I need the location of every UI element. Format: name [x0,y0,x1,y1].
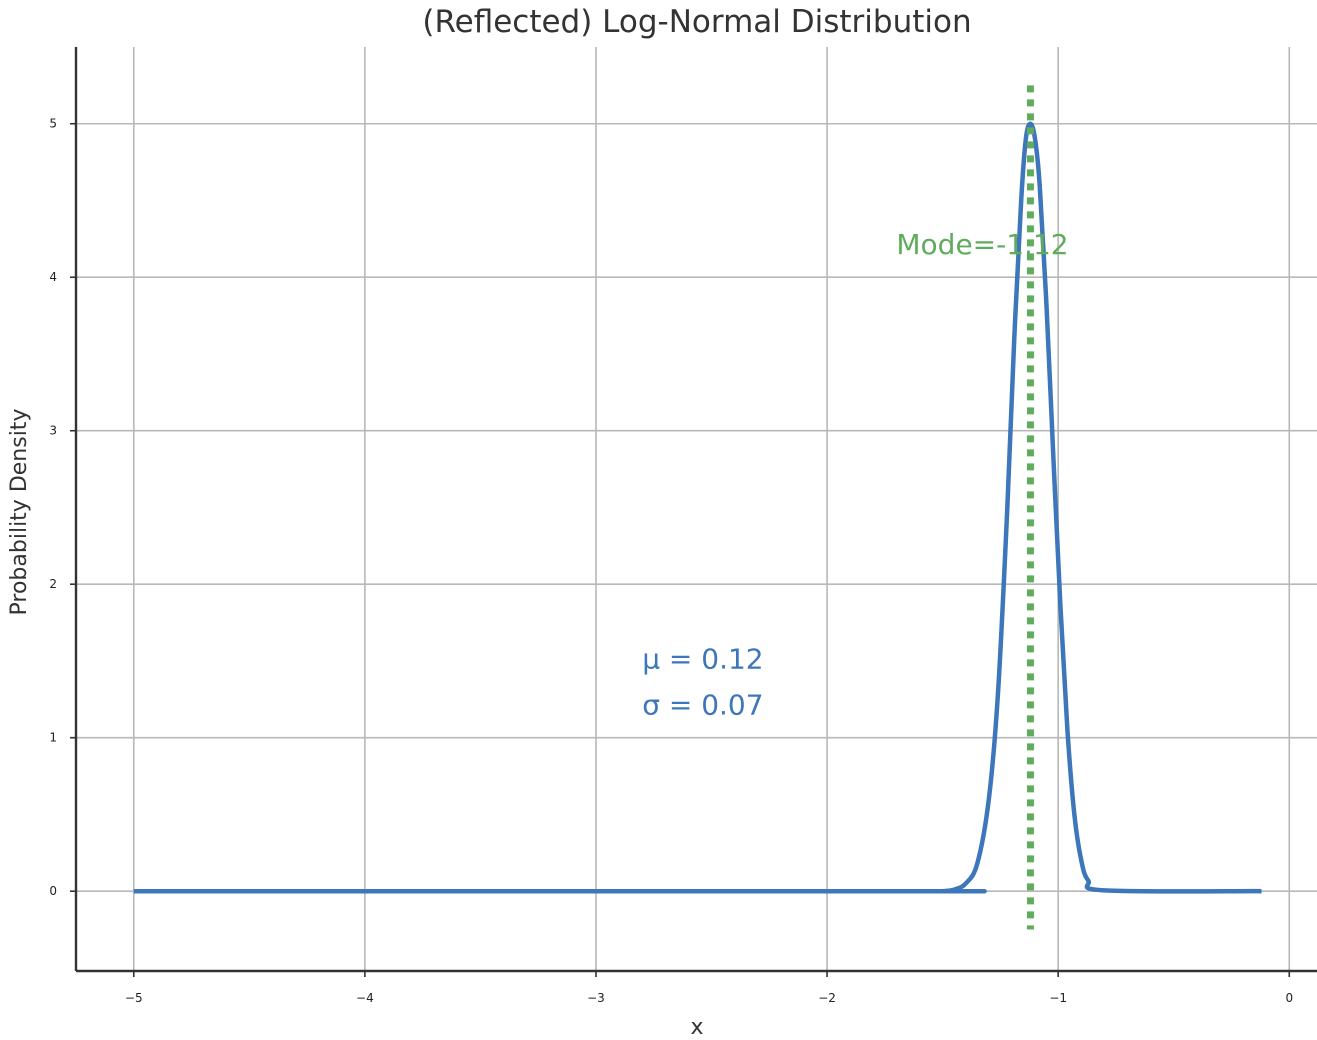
x-tick-label: −3 [587,991,605,1005]
sigma-label: σ = 0.07 [642,689,763,722]
pdf-curve [133,121,1262,894]
mu-label: μ = 0.12 [642,643,763,676]
y-tick-label: 4 [49,270,57,284]
x-axis-label: x [690,1015,703,1040]
series-layer [133,85,1262,930]
y-tick-label: 5 [49,117,57,131]
y-tick-label: 0 [49,884,57,898]
x-tick-label: −5 [125,991,143,1005]
y-axis-label: Probability Density [7,409,32,616]
y-tick-label: 2 [49,577,57,591]
y-tick-label: 3 [49,424,57,438]
mode-label: Mode=-1.12 [896,228,1068,261]
x-tick-label: −1 [1049,991,1067,1005]
chart-title: (Reflected) Log-Normal Distribution [422,4,971,40]
x-tick-label: −2 [818,991,836,1005]
x-tick-label: −4 [356,991,374,1005]
annotations: Mode=-1.12 μ = 0.12 σ = 0.07 [642,228,1068,721]
grid-lines [76,47,1317,971]
axes: −5 −4 −3 −2 −1 0 0 1 2 3 4 5 [49,47,1317,1005]
x-tick-label: 0 [1285,991,1293,1005]
y-tick-label: 1 [49,731,57,745]
